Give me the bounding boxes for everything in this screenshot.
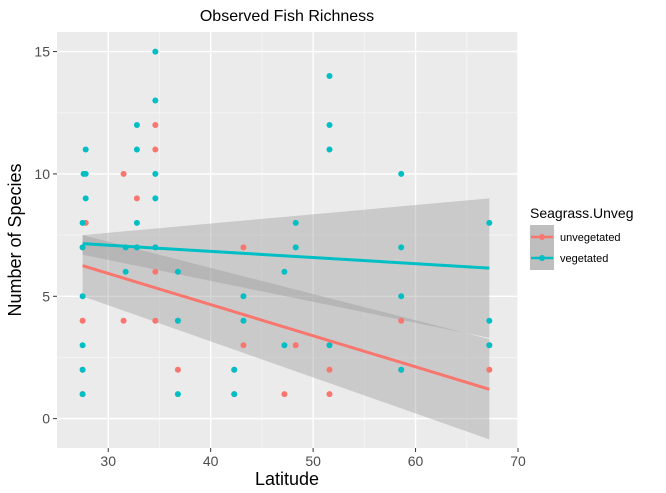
point-unvegetated — [120, 170, 127, 177]
point-vegetated — [326, 121, 333, 128]
point-unvegetated — [292, 342, 299, 349]
trend-line-vegetated — [82, 242, 490, 270]
plot-panel — [57, 32, 518, 448]
point-vegetated — [174, 317, 181, 324]
point-vegetated — [231, 391, 238, 398]
point-vegetated — [79, 293, 86, 300]
legend-title: Seagrass.Unveg — [530, 205, 634, 221]
point-vegetated — [133, 219, 140, 226]
point-vegetated — [133, 146, 140, 153]
confidence-bands — [82, 198, 490, 440]
confidence-band-unvegetated — [82, 235, 490, 440]
point-unvegetated — [152, 121, 159, 128]
legend-label-vegetated: vegetated — [560, 253, 608, 265]
point-vegetated — [240, 293, 247, 300]
point-vegetated — [398, 366, 405, 373]
point-vegetated — [281, 342, 288, 349]
x-tick-label: 70 — [510, 453, 526, 469]
point-vegetated — [398, 170, 405, 177]
point-unvegetated — [240, 244, 247, 251]
point-unvegetated — [326, 366, 333, 373]
point-vegetated — [79, 244, 86, 251]
legend-dot-vegetated — [539, 255, 545, 261]
legend: Seagrass.Unveg unvegetated vegetated — [530, 205, 634, 270]
x-tick-label: 50 — [305, 453, 321, 469]
x-tick-label: 40 — [203, 453, 219, 469]
point-vegetated — [122, 268, 129, 275]
point-vegetated — [174, 268, 181, 275]
x-tick-label: 60 — [408, 453, 424, 469]
x-axis-title: Latitude — [255, 469, 319, 489]
point-vegetated — [486, 317, 493, 324]
point-vegetated — [152, 48, 159, 55]
point-vegetated — [292, 219, 299, 226]
point-vegetated — [398, 293, 405, 300]
point-vegetated — [174, 391, 181, 398]
y-tick-label: 10 — [34, 166, 50, 182]
point-vegetated — [486, 219, 493, 226]
point-unvegetated — [326, 391, 333, 398]
x-axis-ticks: 30 40 50 60 70 — [100, 448, 526, 469]
y-axis-title: Number of Species — [5, 163, 25, 316]
point-unvegetated — [486, 366, 493, 373]
point-vegetated — [79, 391, 86, 398]
point-vegetated — [292, 244, 299, 251]
point-unvegetated — [133, 195, 140, 202]
y-tick-label: 15 — [34, 44, 50, 60]
point-vegetated — [133, 121, 140, 128]
point-vegetated — [326, 73, 333, 80]
point-vegetated — [80, 170, 87, 177]
data-points — [79, 48, 493, 398]
point-unvegetated — [120, 317, 127, 324]
point-vegetated — [152, 97, 159, 104]
y-tick-label: 5 — [42, 288, 50, 304]
point-vegetated — [326, 146, 333, 153]
point-vegetated — [82, 146, 89, 153]
point-unvegetated — [281, 391, 288, 398]
point-vegetated — [152, 195, 159, 202]
minor-grid — [57, 32, 518, 448]
point-vegetated — [79, 342, 86, 349]
legend-item-unvegetated: unvegetated — [530, 225, 621, 249]
point-vegetated — [326, 342, 333, 349]
y-axis-ticks: 0 5 10 15 — [34, 44, 57, 427]
point-unvegetated — [152, 268, 159, 275]
x-tick-label: 30 — [100, 453, 116, 469]
point-vegetated — [486, 342, 493, 349]
chart-title: Observed Fish Richness — [200, 8, 374, 25]
point-vegetated — [152, 170, 159, 177]
point-vegetated — [82, 195, 89, 202]
legend-item-vegetated: vegetated — [530, 246, 608, 270]
confidence-band-vegetated — [82, 198, 490, 338]
point-vegetated — [79, 219, 86, 226]
point-vegetated — [79, 366, 86, 373]
legend-dot-unvegetated — [539, 234, 545, 240]
trend-line-unvegetated — [82, 264, 490, 391]
y-tick-label: 0 — [42, 411, 50, 427]
point-unvegetated — [152, 317, 159, 324]
major-grid — [57, 32, 519, 448]
point-vegetated — [231, 366, 238, 373]
point-vegetated — [240, 317, 247, 324]
point-unvegetated — [398, 317, 405, 324]
point-unvegetated — [174, 366, 181, 373]
point-unvegetated — [79, 317, 86, 324]
legend-label-unvegetated: unvegetated — [560, 232, 621, 244]
trend-lines — [82, 242, 490, 391]
point-vegetated — [281, 268, 288, 275]
point-unvegetated — [240, 342, 247, 349]
point-unvegetated — [152, 146, 159, 153]
point-vegetated — [398, 244, 405, 251]
